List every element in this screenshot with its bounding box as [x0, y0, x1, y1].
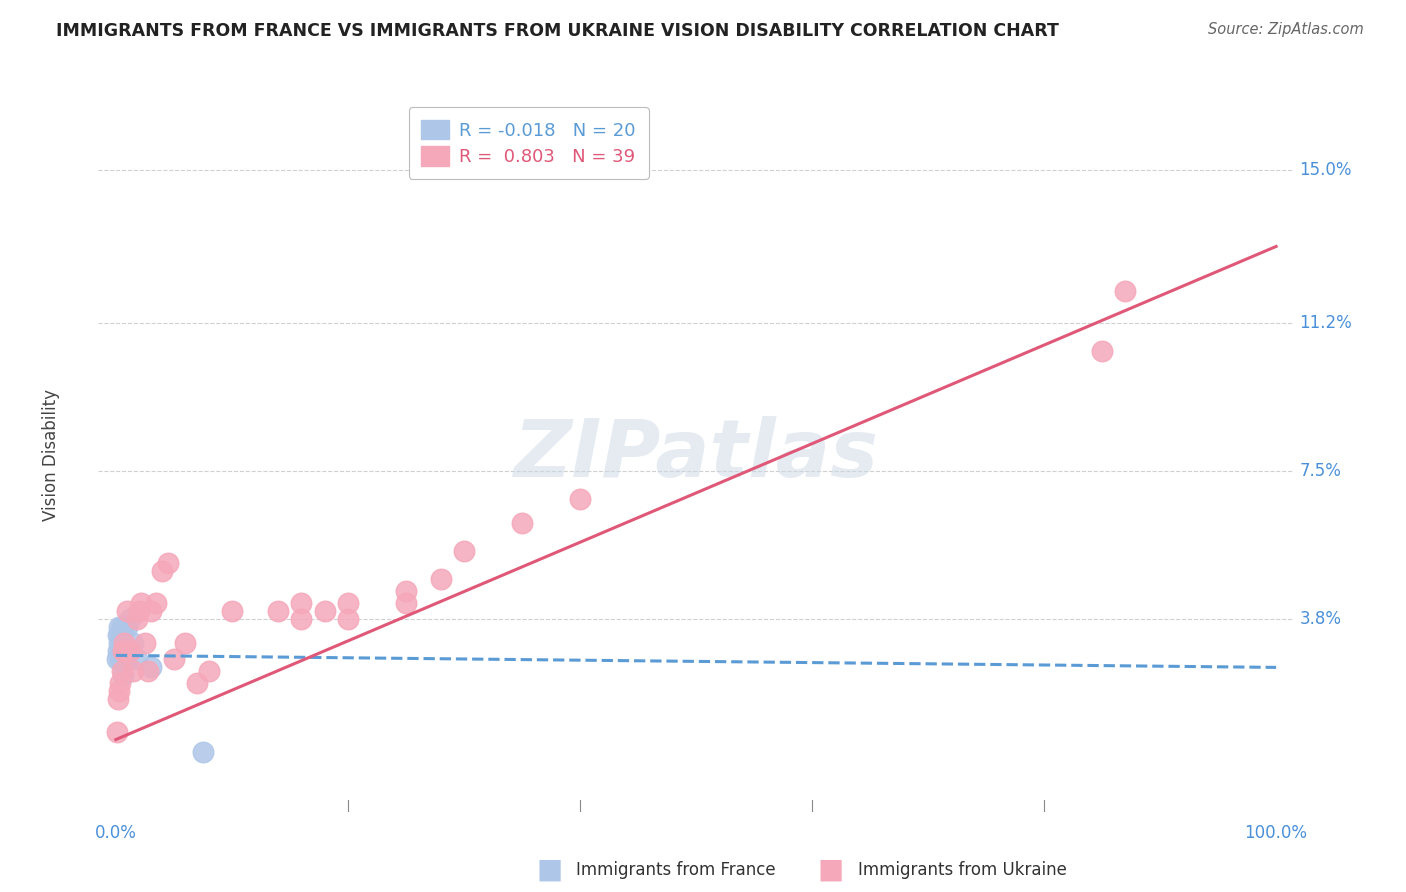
Point — [105, 652, 128, 666]
Point — [197, 665, 219, 679]
Point — [186, 676, 208, 690]
Text: Immigrants from Ukraine: Immigrants from Ukraine — [858, 861, 1067, 879]
Text: Immigrants from France: Immigrants from France — [576, 861, 776, 879]
Point — [336, 596, 359, 610]
Point — [111, 668, 134, 682]
Text: 11.2%: 11.2% — [1299, 314, 1353, 332]
Point — [395, 584, 418, 599]
Point — [221, 604, 243, 618]
Point — [111, 620, 134, 634]
Point — [125, 612, 148, 626]
Point — [150, 564, 173, 578]
Point — [174, 636, 197, 650]
Point — [111, 636, 134, 650]
Point — [110, 676, 132, 690]
Point — [136, 665, 159, 679]
Point — [114, 644, 136, 658]
Point — [145, 596, 167, 610]
Point — [112, 636, 135, 650]
Point — [122, 665, 145, 679]
Point — [122, 636, 145, 650]
Point — [336, 612, 359, 626]
Point — [107, 644, 129, 658]
Point — [105, 724, 128, 739]
Point — [112, 620, 135, 634]
Point — [117, 620, 139, 634]
Text: 7.5%: 7.5% — [1299, 462, 1341, 480]
Text: Vision Disability: Vision Disability — [42, 389, 59, 521]
Point — [157, 556, 180, 570]
Point — [139, 660, 162, 674]
Text: 100.0%: 100.0% — [1244, 823, 1308, 842]
Point — [110, 652, 132, 666]
Point — [108, 684, 131, 698]
Point — [115, 652, 138, 666]
Text: ■: ■ — [536, 855, 562, 884]
Point — [125, 652, 148, 666]
Point — [568, 491, 591, 506]
Text: IMMIGRANTS FROM FRANCE VS IMMIGRANTS FROM UKRAINE VISION DISABILITY CORRELATION : IMMIGRANTS FROM FRANCE VS IMMIGRANTS FRO… — [56, 22, 1059, 40]
Point — [290, 596, 312, 610]
Text: ZIPatlas: ZIPatlas — [513, 416, 879, 494]
Point — [510, 516, 533, 530]
Point — [114, 644, 136, 658]
Point — [110, 628, 132, 642]
Point — [1114, 284, 1136, 298]
Point — [111, 644, 134, 658]
Text: Source: ZipAtlas.com: Source: ZipAtlas.com — [1208, 22, 1364, 37]
Point — [107, 628, 129, 642]
Text: ■: ■ — [817, 855, 844, 884]
Point — [314, 604, 336, 618]
Point — [107, 692, 129, 706]
Point — [163, 652, 186, 666]
Point — [267, 604, 290, 618]
Point — [290, 612, 312, 626]
Point — [108, 620, 131, 634]
Text: 15.0%: 15.0% — [1299, 161, 1351, 179]
Point — [111, 644, 134, 658]
Text: 3.8%: 3.8% — [1299, 610, 1341, 628]
Text: 0.0%: 0.0% — [94, 823, 136, 842]
Point — [131, 596, 153, 610]
Point — [117, 604, 139, 618]
Point — [139, 604, 162, 618]
Point — [395, 596, 418, 610]
Point — [111, 665, 134, 679]
Point — [108, 636, 131, 650]
Point — [191, 745, 214, 759]
Legend: R = -0.018   N = 20, R =  0.803   N = 39: R = -0.018 N = 20, R = 0.803 N = 39 — [409, 107, 648, 178]
Point — [453, 544, 475, 558]
Point — [134, 636, 156, 650]
Point — [128, 604, 150, 618]
Point — [118, 612, 141, 626]
Point — [1091, 343, 1114, 358]
Point — [429, 572, 451, 586]
Point — [118, 644, 141, 658]
